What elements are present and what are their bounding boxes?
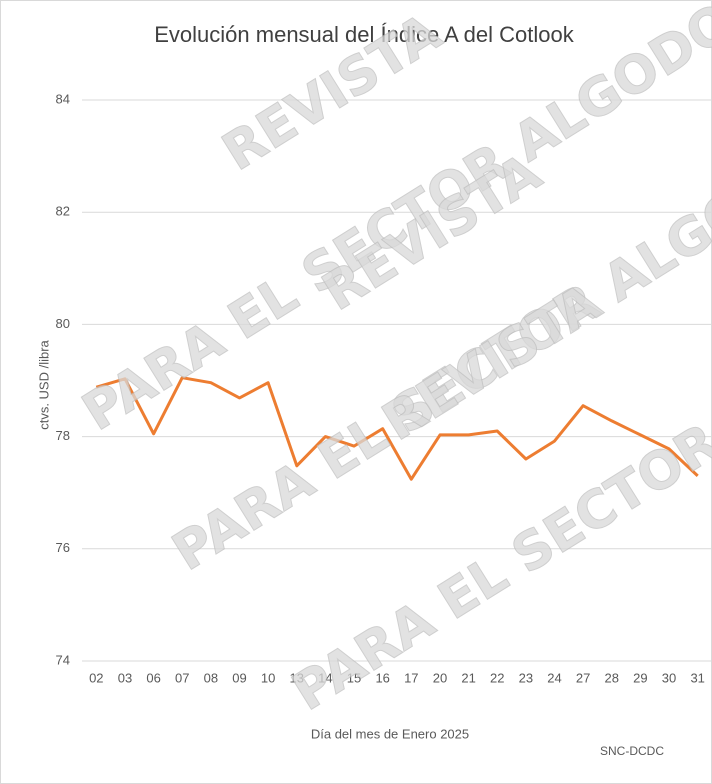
y-tick-label: 80 xyxy=(56,316,70,331)
x-tick-label: 23 xyxy=(519,670,533,685)
y-tick-label: 78 xyxy=(56,428,70,443)
source: SNC-DCDC xyxy=(600,744,664,758)
x-tick-label: 14 xyxy=(318,670,332,685)
x-tick-label: 15 xyxy=(347,670,361,685)
y-tick-label: 74 xyxy=(56,652,70,667)
x-tick-label: 24 xyxy=(547,670,561,685)
x-tick-label: 22 xyxy=(490,670,504,685)
x-tick-label: 27 xyxy=(576,670,590,685)
line-series xyxy=(95,376,699,481)
chart-title: Evolución mensual del Índice A del Cotlo… xyxy=(154,22,574,47)
x-tick-label: 03 xyxy=(118,670,132,685)
x-tick-label: 07 xyxy=(175,670,189,685)
x-tick-label: 10 xyxy=(261,670,275,685)
x-tick-label: 16 xyxy=(375,670,389,685)
x-tick-label: 17 xyxy=(404,670,418,685)
y-tick-label: 84 xyxy=(56,91,70,106)
y-tick-label: 76 xyxy=(56,540,70,555)
x-tick-label: 29 xyxy=(633,670,647,685)
x-axis-label: Día del mes de Enero 2025 xyxy=(311,726,469,741)
x-tick-label: 02 xyxy=(89,670,103,685)
x-tick-label: 09 xyxy=(232,670,246,685)
x-tick-label: 28 xyxy=(605,670,619,685)
x-tick-label: 21 xyxy=(461,670,475,685)
x-tick-label: 20 xyxy=(433,670,447,685)
x-tick-label: 08 xyxy=(204,670,218,685)
y-axis-label: ctvs. USD /libra xyxy=(36,339,51,429)
x-tick-label: 13 xyxy=(290,670,304,685)
x-tick-label: 30 xyxy=(662,670,676,685)
x-tick-label: 06 xyxy=(146,670,160,685)
y-tick-label: 82 xyxy=(56,204,70,219)
x-tick-label: 31 xyxy=(690,670,704,685)
